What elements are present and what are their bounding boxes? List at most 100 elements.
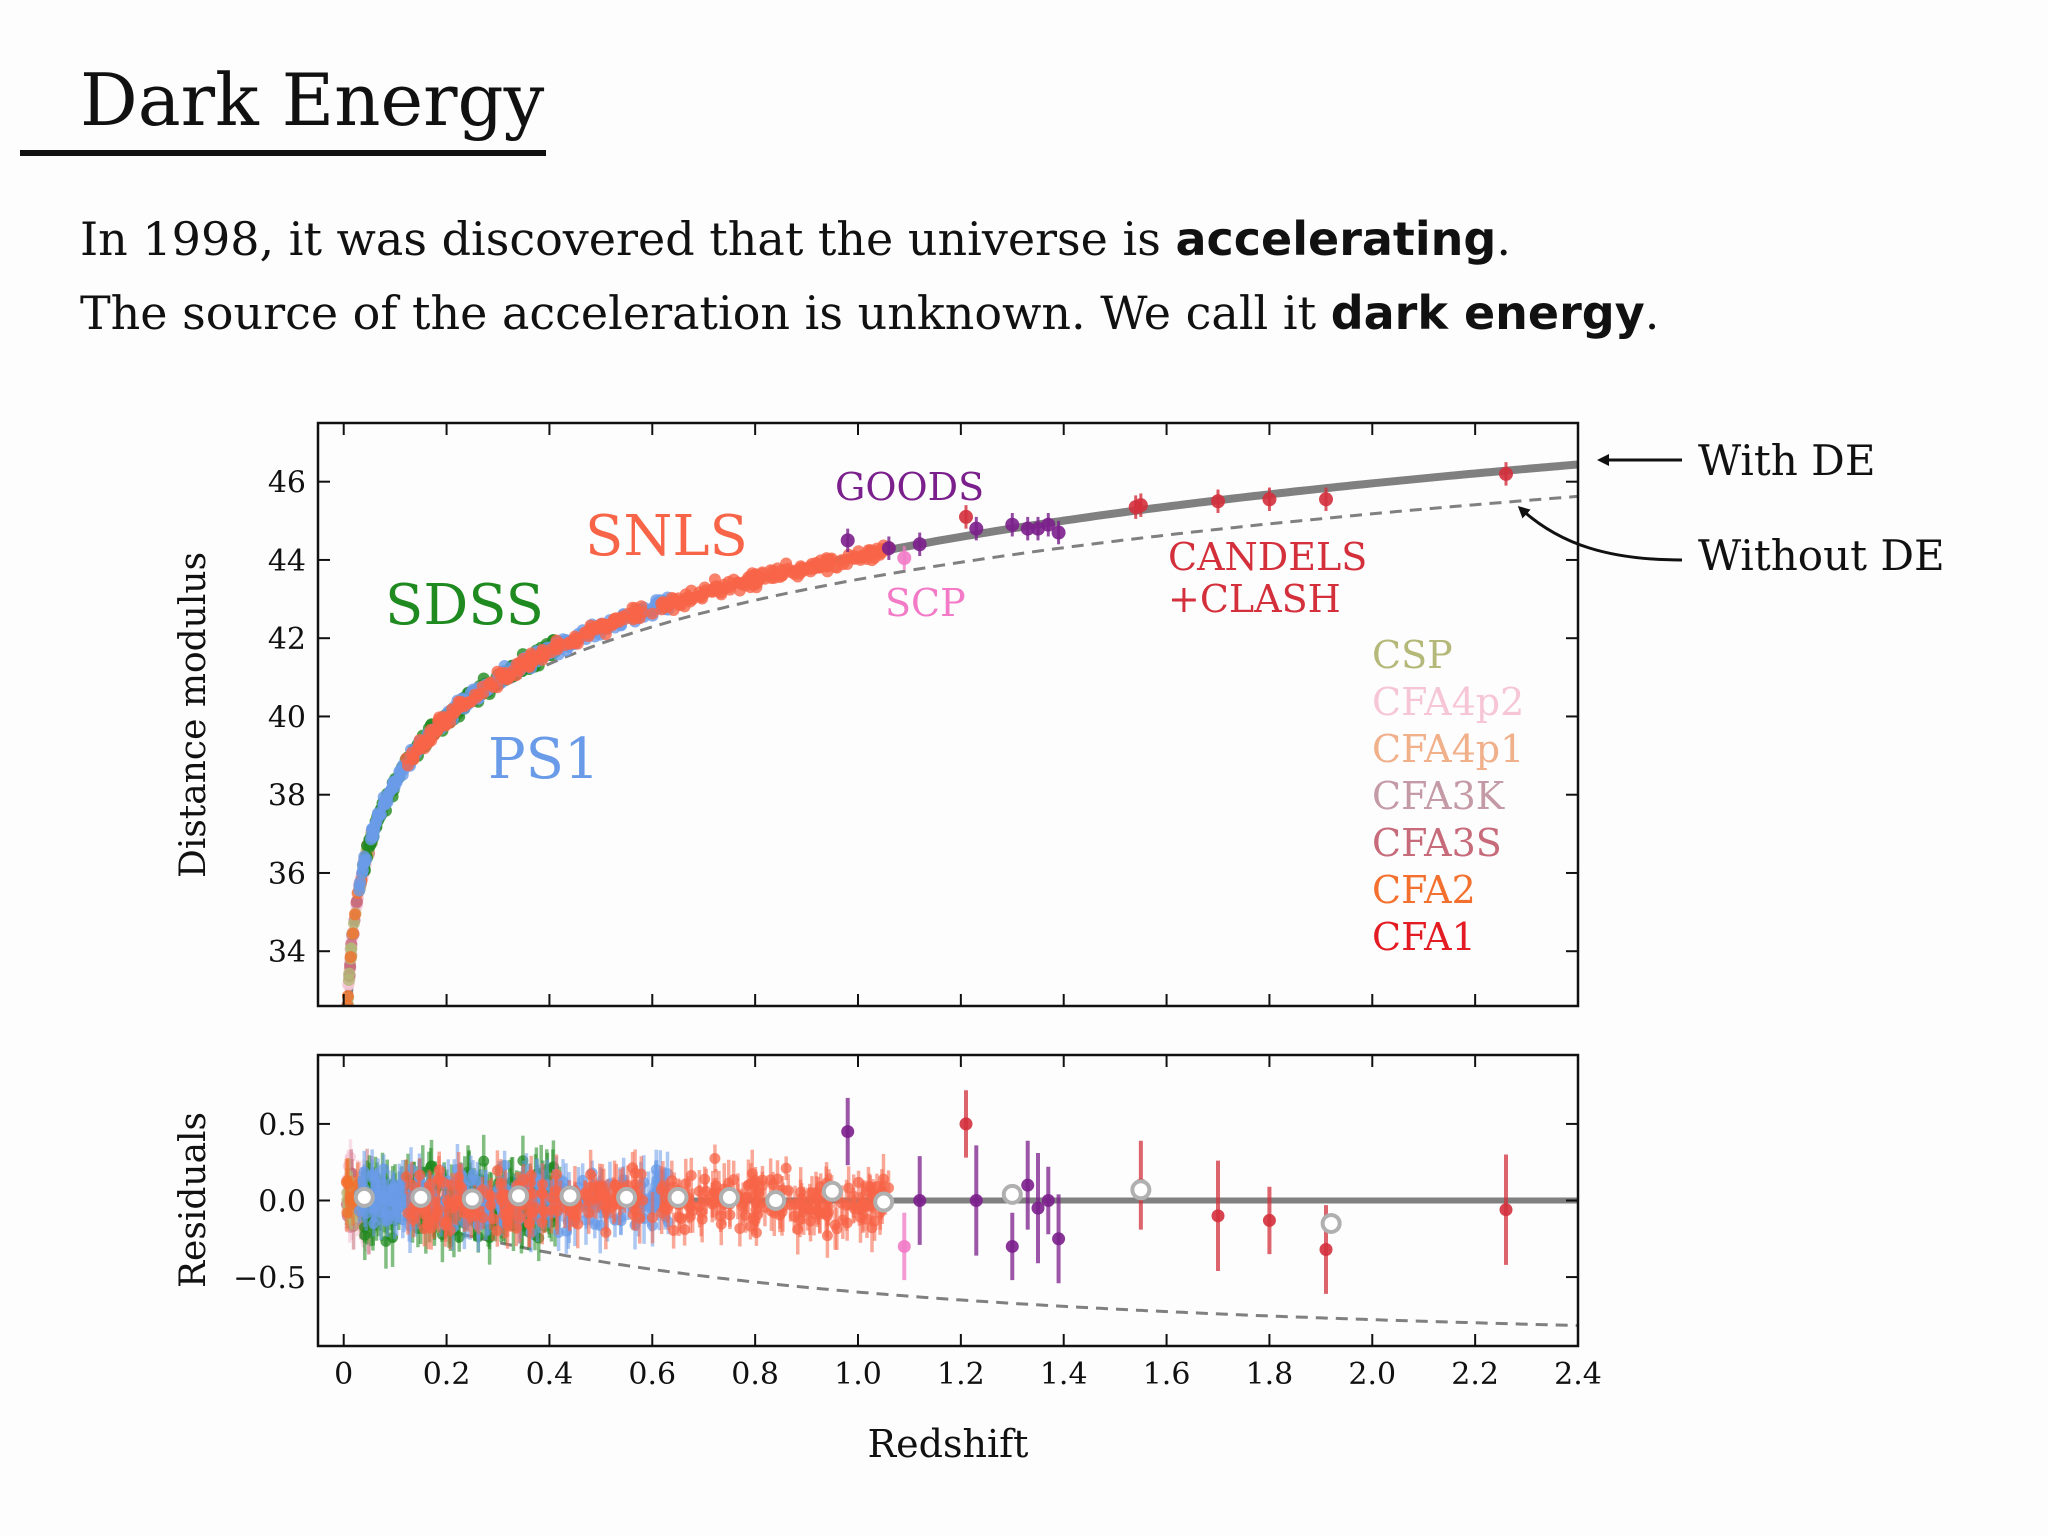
data-point <box>525 1169 537 1181</box>
binned-mean-point <box>410 1186 432 1208</box>
data-point <box>550 642 563 655</box>
x-tick-label: 1.0 <box>834 1357 882 1392</box>
data-point <box>368 1218 380 1230</box>
y-tick-label: 42 <box>268 622 306 657</box>
survey-label: PS1 <box>488 727 600 792</box>
survey-label: SDSS <box>385 573 544 638</box>
data-point <box>830 561 843 574</box>
data-point <box>913 1194 927 1207</box>
data-point <box>491 681 504 694</box>
data-point <box>344 950 357 963</box>
y-tick-label: 44 <box>268 544 306 579</box>
x-tick-label: 1.8 <box>1246 1357 1294 1392</box>
survey-label: +CLASH <box>1168 577 1341 621</box>
intro-line-2-text: The source of the acceleration is unknow… <box>80 286 1331 340</box>
x-tick-label: 0.2 <box>423 1357 471 1392</box>
x-tick-label: 1.4 <box>1040 1357 1088 1392</box>
data-point <box>780 1162 792 1174</box>
data-point <box>710 1180 722 1192</box>
data-point <box>959 1117 973 1131</box>
data-point <box>407 749 420 762</box>
binned-mean-point <box>765 1190 787 1211</box>
data-point <box>527 1206 539 1218</box>
data-point <box>451 1194 463 1206</box>
data-point <box>341 1017 353 1029</box>
data-point <box>1005 1239 1019 1253</box>
data-point <box>366 822 379 835</box>
data-point <box>685 1170 697 1182</box>
binned-mean-point <box>1130 1179 1152 1201</box>
data-point <box>782 1185 794 1197</box>
legend-entry: CSP <box>1372 633 1453 677</box>
data-point <box>745 1177 757 1189</box>
data-point <box>1051 525 1066 540</box>
x-tick-label: 2.2 <box>1451 1357 1499 1392</box>
data-point <box>470 1209 482 1221</box>
data-point <box>1041 517 1056 532</box>
data-point <box>414 1169 426 1181</box>
legend-entry: CFA3S <box>1372 821 1502 865</box>
binned-mean-point <box>461 1188 483 1210</box>
data-point <box>793 567 806 580</box>
data-point <box>672 599 685 612</box>
data-point <box>377 798 390 811</box>
data-point <box>897 1239 911 1253</box>
data-point <box>343 967 356 980</box>
intro-line-2-bold: dark energy <box>1330 286 1645 340</box>
data-point <box>831 1223 843 1235</box>
data-point <box>478 1155 490 1167</box>
data-point <box>1211 494 1225 509</box>
data-point <box>1041 1194 1055 1207</box>
data-point <box>551 1198 563 1210</box>
y-tick-label: 36 <box>268 857 306 892</box>
binned-mean-point <box>508 1185 530 1207</box>
data-point <box>854 1211 866 1223</box>
data-point <box>959 509 973 524</box>
data-point <box>589 1181 601 1193</box>
data-point <box>350 896 363 909</box>
survey-label: CANDELS <box>1168 535 1367 579</box>
data-point <box>1211 1209 1225 1223</box>
data-point <box>596 620 609 633</box>
intro-line-2-end: . <box>1644 286 1660 340</box>
data-point <box>631 607 644 620</box>
data-point <box>736 1200 748 1212</box>
data-point <box>848 552 861 565</box>
data-point <box>655 603 668 616</box>
data-point <box>356 864 369 877</box>
data-point <box>897 550 912 565</box>
data-point <box>341 1013 353 1025</box>
intro-line-1-end: . <box>1496 212 1511 266</box>
y-tick-label: 0.5 <box>258 1108 306 1143</box>
x-tick-label: 1.2 <box>937 1357 985 1392</box>
data-point <box>1319 492 1333 507</box>
data-point <box>596 1189 608 1201</box>
data-point <box>718 582 731 595</box>
data-point <box>765 1174 777 1186</box>
data-point <box>684 1211 696 1223</box>
data-point <box>417 736 430 749</box>
data-point <box>539 1206 551 1218</box>
data-point <box>673 1211 685 1223</box>
data-point <box>348 908 361 921</box>
data-point <box>709 1152 721 1164</box>
data-point <box>400 1171 412 1183</box>
intro-line-1: In 1998, it was discovered that the univ… <box>80 212 1511 266</box>
data-point <box>686 592 699 605</box>
x-tick-label: 0.4 <box>526 1357 574 1392</box>
data-point <box>341 1207 353 1219</box>
data-point <box>366 1169 378 1181</box>
data-point <box>378 1163 390 1175</box>
intro-line-1-text: In 1998, it was discovered that the univ… <box>80 212 1176 266</box>
data-point <box>805 1215 817 1227</box>
slide-title: Dark Energy <box>80 58 545 142</box>
data-point <box>340 1036 352 1048</box>
binned-mean-point <box>616 1186 638 1208</box>
data-point <box>433 1203 445 1215</box>
data-point <box>1133 498 1148 513</box>
data-point <box>1020 521 1035 536</box>
legend-entry: CFA4p1 <box>1372 727 1524 771</box>
binned-mean-point <box>559 1185 581 1207</box>
data-point <box>646 607 659 620</box>
data-point <box>840 533 855 548</box>
